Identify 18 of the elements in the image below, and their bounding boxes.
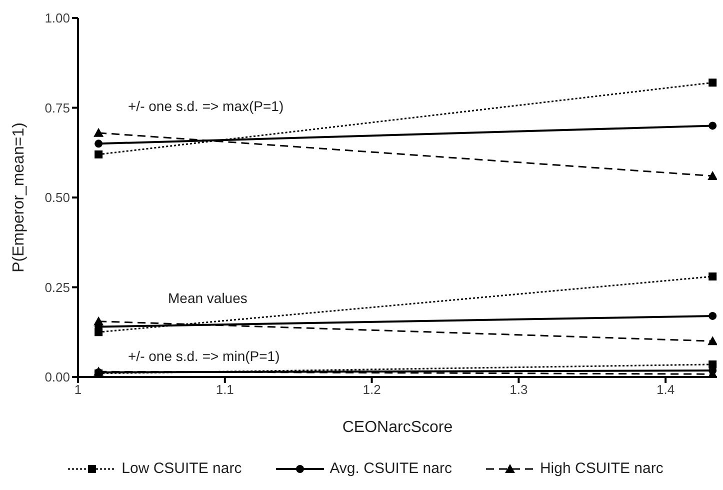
x-tick-label: 1.4 <box>656 382 675 398</box>
annotation: Mean values <box>168 290 248 306</box>
y-tick-label: 0.25 <box>44 280 70 295</box>
x-tick-label: 1.2 <box>362 382 381 398</box>
y-tick-label: 0.00 <box>44 370 70 385</box>
legend-label: High CSUITE narc <box>540 460 664 477</box>
legend-label: Low CSUITE narc <box>122 460 242 477</box>
x-tick-label: 1.3 <box>510 382 528 398</box>
x-tick-label: 1.1 <box>216 382 234 398</box>
x-tick-label: 1 <box>74 382 82 398</box>
y-tick-label: 1.00 <box>44 10 70 26</box>
y-tick-label: 0.50 <box>44 190 70 206</box>
annotation: +/- one s.d. => min(P=1) <box>128 348 280 364</box>
legend-label: Avg. CSUITE narc <box>330 460 452 477</box>
y-tick-label: 0.75 <box>44 100 70 116</box>
y-axis-title: P(Emperor_mean=1) <box>10 122 28 272</box>
annotation: +/- one s.d. => max(P=1) <box>128 98 284 114</box>
x-axis-title: CEONarcScore <box>342 419 453 436</box>
